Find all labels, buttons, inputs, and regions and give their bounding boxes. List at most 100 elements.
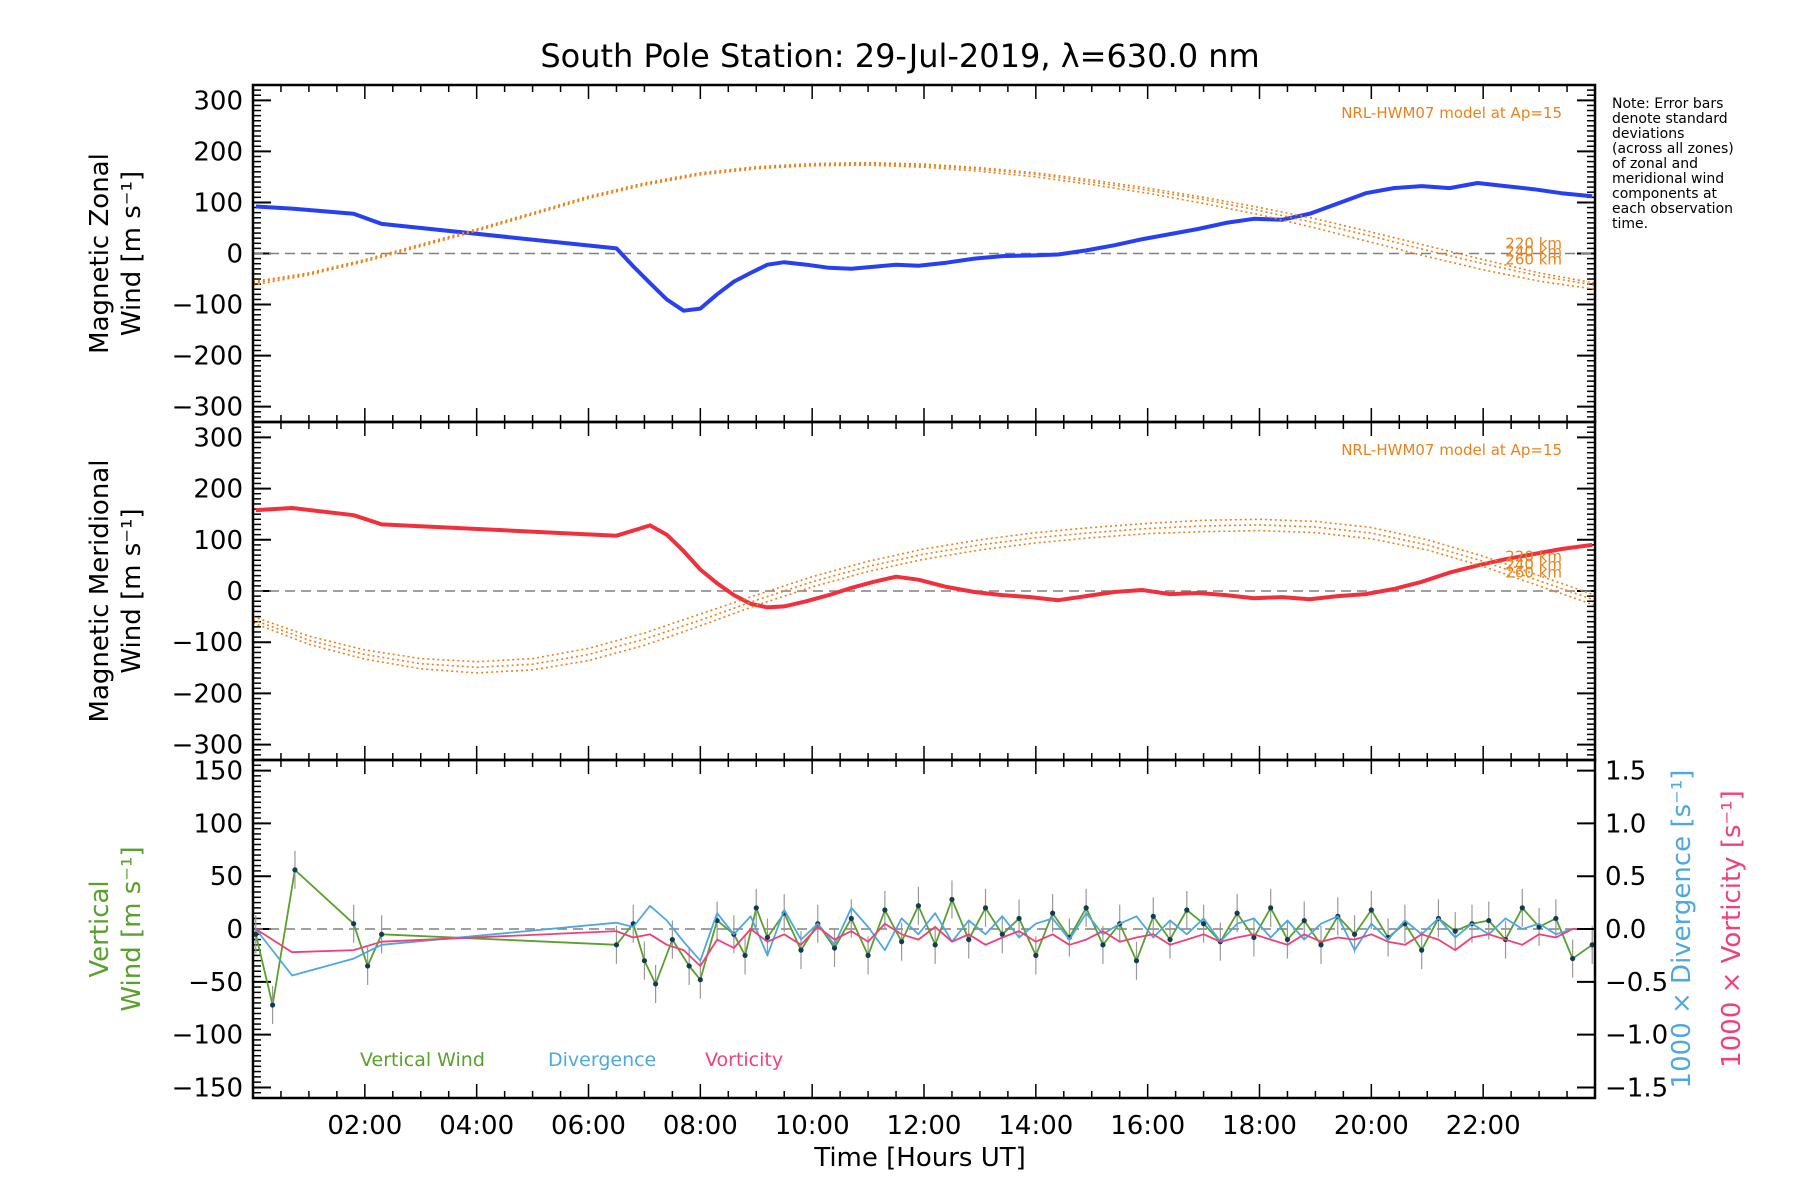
vertical-wind-point <box>351 921 357 927</box>
x-tick-label: 12:00 <box>887 1111 962 1141</box>
model-altitude-label: 260 km <box>1505 251 1562 269</box>
note-line: meridional wind <box>1612 171 1724 187</box>
x-tick-label: 14:00 <box>998 1111 1073 1141</box>
vertical-wind-point <box>1486 917 1492 924</box>
vertical-wind-point <box>292 867 298 873</box>
vertical-wind-point <box>1519 905 1525 911</box>
note-line: denote standard <box>1612 111 1728 127</box>
vertical-wind-point <box>1318 942 1324 948</box>
y-tick-label: −100 <box>172 628 243 658</box>
figure-title: South Pole Station: 29-Jul-2019, λ=630.0… <box>540 37 1259 75</box>
y-tick-label: −100 <box>172 1021 243 1051</box>
x-axis-title: Time [Hours UT] <box>813 1143 1026 1173</box>
vertical-wind-point <box>686 963 692 969</box>
divergence-axis-title: 1000 × Divergence [s⁻¹] <box>1667 770 1697 1089</box>
y-tick-label: −150 <box>172 1073 243 1103</box>
vertical-wind-point <box>1016 915 1022 922</box>
vertical-wind-point <box>915 903 922 909</box>
model-altitude-label: 260 km <box>1505 564 1562 582</box>
y2-tick-label: 1.5 <box>1605 757 1646 787</box>
x-tick-label: 22:00 <box>1446 1111 1521 1141</box>
series-line-nrl-hwm07-220-km <box>252 161 1596 284</box>
model-altitude-label: 240 km <box>1505 555 1562 573</box>
note-line: each observation <box>1612 201 1733 217</box>
vertical-wind-point <box>365 963 371 969</box>
vertical-wind-point <box>1553 915 1559 922</box>
legend-entry: Divergence <box>548 1049 656 1071</box>
vertical-wind-point <box>1570 955 1576 962</box>
y-tick-label: 0 <box>226 915 243 945</box>
legend-entry: Vorticity <box>705 1049 783 1071</box>
vertical-wind-point <box>613 942 620 948</box>
y2-tick-label: 1.0 <box>1605 809 1646 839</box>
y-tick-label: −200 <box>172 342 243 372</box>
note-line: deviations <box>1612 126 1684 142</box>
y-tick-label: −200 <box>172 679 243 709</box>
y-tick-label: 300 <box>193 423 243 453</box>
vertical-wind-point <box>932 942 938 948</box>
series-line-vorticity <box>255 922 1593 967</box>
note-line: of zonal and <box>1612 156 1698 172</box>
y-tick-label: −100 <box>172 291 243 321</box>
vertical-wind-point <box>669 936 675 943</box>
vertical-wind-point <box>269 1002 276 1008</box>
vertical-wind-point <box>1452 928 1458 934</box>
vertical-wind-point <box>1133 958 1140 964</box>
series-line-nrl-hwm07-240-km <box>252 162 1596 286</box>
vertical-wind-point <box>1268 905 1274 911</box>
y-tick-label: 100 <box>193 809 243 839</box>
y2-tick-label: −1.5 <box>1605 1073 1668 1103</box>
vertical-wind-point <box>1150 913 1156 919</box>
y2-tick-label: −0.5 <box>1605 968 1668 998</box>
note-line: components at <box>1612 186 1718 202</box>
model-altitude-label: 220 km <box>1505 547 1562 565</box>
y-tick-label: −300 <box>172 393 243 423</box>
series-line-nrl-hwm07-260-km <box>252 529 1596 674</box>
vertical-wind-point <box>831 945 838 951</box>
vorticity-axis-title: 1000 × Vorticity [s⁻¹] <box>1717 790 1747 1068</box>
model-altitude-label: 240 km <box>1505 243 1562 261</box>
vertical-wind-point <box>1050 910 1056 916</box>
zonal-panel: 300 200 100 0 −100 −200 −300 NRL-HWM07 model at… <box>85 83 1597 424</box>
vertical-panel-legend: Vertical Wind Divergence Vorticity <box>360 1049 783 1071</box>
series-line-divergence <box>255 904 1593 977</box>
series-line-nrl-hwm07-220-km <box>252 518 1596 663</box>
y-axis-title: Magnetic Meridional <box>85 460 115 723</box>
x-tick-label: 16:00 <box>1110 1111 1185 1141</box>
vertical-wind-point <box>1419 947 1425 953</box>
vertical-wind-point <box>982 905 989 911</box>
vertical-wind-point <box>697 977 703 983</box>
y-tick-label: 100 <box>193 188 243 218</box>
vertical-wind-point <box>1589 942 1595 948</box>
model-annotation: NRL-HWM07 model at Ap=15 <box>1341 104 1562 122</box>
vertical-wind-point <box>882 907 888 913</box>
meridional-panel: 300 200 100 0 −100 −200 −300 NRL-HWM07 model at… <box>85 420 1597 762</box>
vertical-wind-point <box>1251 934 1257 941</box>
x-tick-label: 02:00 <box>327 1111 402 1141</box>
y-tick-label: 200 <box>193 137 243 167</box>
vertical-wind-point <box>949 896 955 903</box>
x-tick-label: 20:00 <box>1334 1111 1409 1141</box>
vertical-wind-point <box>1301 917 1307 924</box>
note-line: Note: Error bars <box>1612 96 1723 112</box>
series-line-nrl-hwm07-260-km <box>252 164 1596 290</box>
vertical-wind-point <box>1200 921 1207 927</box>
vertical-wind-point <box>1234 910 1240 916</box>
x-tick-label: 06:00 <box>551 1111 626 1141</box>
series-line-mean-magnetic-zonal-wind <box>255 181 1593 313</box>
vertical-wind-point <box>753 905 759 911</box>
vertical-panel: 150 100 50 0 −50 −100 −150 Vertical Wind [m s⁻¹]… <box>85 757 1747 1141</box>
y-axis-title: Wind [m s⁻¹] <box>117 171 147 336</box>
vertical-wind-point <box>999 931 1005 937</box>
vertical-wind-point <box>1083 905 1089 911</box>
y2-tick-label: 0.5 <box>1605 862 1646 892</box>
vertical-wind-point <box>742 952 748 959</box>
y-tick-label: 300 <box>193 86 243 116</box>
vertical-wind-point <box>653 981 659 987</box>
y-tick-label: −300 <box>172 731 243 761</box>
y-tick-label: 100 <box>193 526 243 556</box>
vertical-wind-point <box>1284 936 1291 943</box>
y-tick-label: 200 <box>193 475 243 505</box>
vertical-wind-point <box>379 931 385 937</box>
